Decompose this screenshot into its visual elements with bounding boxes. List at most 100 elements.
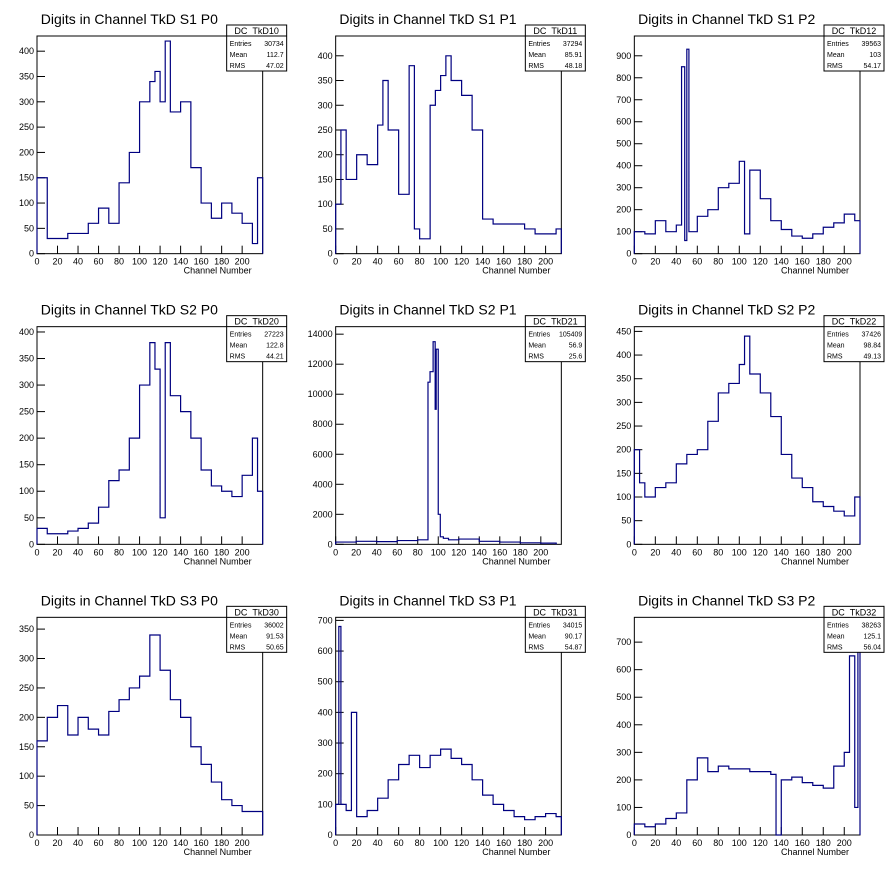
x-tick-label: 80	[114, 257, 124, 267]
x-tick-label: 80	[713, 838, 723, 848]
stats-value: 56.9	[569, 343, 583, 350]
y-tick-label: 400	[19, 327, 34, 337]
stats-key: RMS	[528, 644, 544, 651]
plot-frame	[335, 35, 562, 255]
x-tick-label: 80	[713, 547, 723, 557]
stats-key: Mean	[528, 633, 546, 640]
stats-value: 56.04	[863, 644, 881, 651]
x-tick-label: 180	[214, 838, 229, 848]
stats-value: 48.18	[565, 63, 583, 70]
y-tick-label: 400	[318, 51, 333, 61]
plot-frame	[36, 326, 264, 545]
chart-panel-8: Digits in Channel TkD S3 P10100200300400…	[318, 592, 586, 857]
y-tick-label: 450	[616, 326, 631, 336]
stats-box	[524, 605, 586, 653]
x-tick-label: 180	[816, 257, 831, 267]
stats-name: DC_TkD20	[234, 317, 279, 327]
x-tick-label: 180	[513, 547, 528, 557]
stats-box	[524, 24, 586, 72]
chart-title: Digits in Channel TkD S3 P1	[339, 592, 516, 608]
x-tick-label: 200	[538, 838, 553, 848]
y-tick-label: 6000	[313, 449, 333, 459]
x-tick-label: 60	[94, 838, 104, 848]
stats-key: RMS	[528, 354, 544, 361]
x-tick-label: 40	[671, 547, 681, 557]
stats-value: 122.8	[266, 343, 284, 350]
x-tick-label: 160	[194, 838, 209, 848]
x-tick-label: 40	[372, 547, 382, 557]
stats-key: Entries	[528, 41, 550, 48]
histogram-series	[633, 48, 861, 254]
stats-box	[823, 24, 885, 72]
y-tick-label: 100	[19, 486, 34, 496]
y-tick-label: 0	[626, 539, 631, 549]
x-tick-label: 80	[415, 838, 425, 848]
stats-value: 44.21	[266, 354, 284, 361]
stats-value: 50.65	[266, 644, 284, 651]
x-tick-label: 160	[795, 547, 810, 557]
x-tick-label: 0	[632, 257, 637, 267]
chart-title: Digits in Channel TkD S3 P2	[638, 592, 815, 608]
stats-value: 103	[869, 52, 881, 59]
y-tick-label: 100	[19, 198, 34, 208]
x-tick-label: 100	[433, 838, 448, 848]
chart-title: Digits in Channel TkD S1 P2	[638, 11, 815, 27]
y-tick-label: 0	[29, 830, 34, 840]
x-tick-label: 120	[153, 547, 168, 557]
stats-key: Entries	[827, 622, 849, 629]
x-tick-label: 40	[73, 547, 83, 557]
y-tick-label: 350	[19, 354, 34, 364]
x-tick-label: 180	[816, 838, 831, 848]
x-tick-label: 140	[475, 838, 490, 848]
y-tick-label: 400	[318, 707, 333, 717]
y-tick-label: 0	[29, 539, 34, 549]
histogram-series	[335, 625, 562, 835]
x-tick-label: 140	[774, 838, 789, 848]
x-tick-label: 160	[194, 547, 209, 557]
plot-frame	[36, 35, 264, 255]
chart-panel-4: Digits in Channel TkD S2 P00501001502002…	[19, 302, 288, 566]
stats-key: Mean	[827, 343, 845, 350]
x-tick-label: 60	[692, 547, 702, 557]
x-tick-label: 40	[373, 257, 383, 267]
chart-panel-9: Digits in Channel TkD S3 P20100200300400…	[616, 592, 885, 857]
y-tick-label: 12000	[308, 359, 333, 369]
stats-key: Mean	[827, 633, 845, 640]
x-tick-label: 140	[173, 547, 188, 557]
chart-title: Digits in Channel TkD S1 P1	[339, 11, 516, 27]
histogram-series	[633, 619, 861, 836]
y-tick-label: 200	[318, 150, 333, 160]
x-tick-label: 120	[451, 547, 466, 557]
y-tick-label: 350	[616, 374, 631, 384]
stats-key: Mean	[528, 343, 546, 350]
stats-value: 105409	[559, 332, 582, 339]
histogram-series	[335, 55, 562, 254]
y-tick-label: 150	[19, 460, 34, 470]
stats-value: 54.87	[565, 644, 583, 651]
y-tick-label: 100	[616, 802, 631, 812]
x-tick-label: 160	[496, 838, 511, 848]
stats-value: 38263	[862, 622, 882, 629]
x-tick-label: 160	[795, 838, 810, 848]
y-tick-label: 200	[616, 445, 631, 455]
x-tick-label: 20	[650, 838, 660, 848]
histogram-series	[36, 341, 264, 545]
y-tick-label: 700	[616, 95, 631, 105]
stats-name: DC_TkD12	[832, 26, 877, 36]
x-tick-label: 120	[454, 838, 469, 848]
x-tick-label: 40	[671, 838, 681, 848]
y-tick-label: 150	[19, 173, 34, 183]
x-tick-label: 0	[333, 257, 338, 267]
stats-value: 90.17	[565, 633, 583, 640]
y-tick-label: 150	[318, 174, 333, 184]
x-tick-label: 80	[114, 547, 124, 557]
y-tick-label: 300	[318, 100, 333, 110]
x-tick-label: 200	[235, 547, 250, 557]
y-tick-label: 200	[318, 769, 333, 779]
stats-key: Mean	[827, 52, 845, 59]
x-tick-label: 60	[94, 257, 104, 267]
x-tick-label: 20	[352, 257, 362, 267]
stats-key: Mean	[528, 52, 546, 59]
x-tick-label: 40	[73, 257, 83, 267]
